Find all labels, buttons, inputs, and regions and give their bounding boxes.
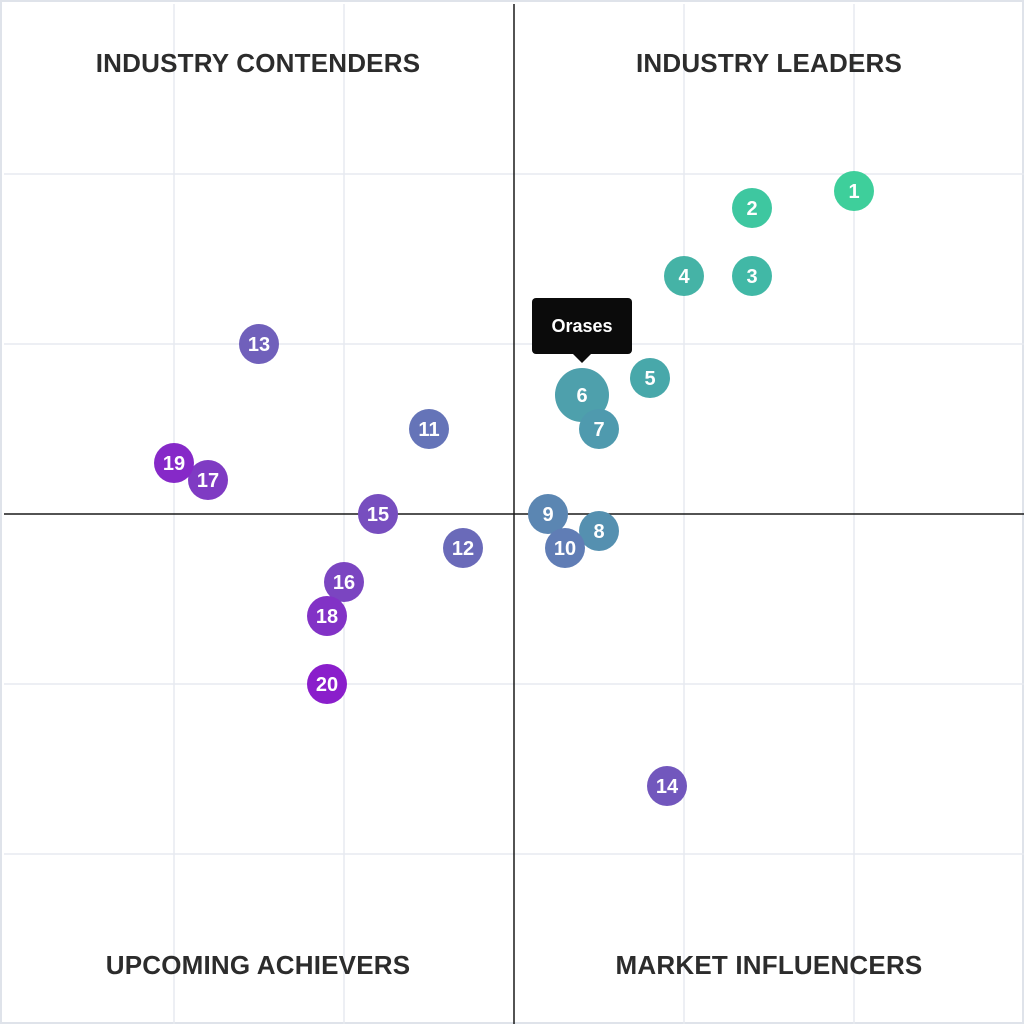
data-point-14[interactable]: 14 bbox=[647, 766, 687, 806]
data-point-marker[interactable] bbox=[834, 171, 874, 211]
data-point-marker[interactable] bbox=[239, 324, 279, 364]
data-point-marker[interactable] bbox=[528, 494, 568, 534]
tooltip: Orases bbox=[532, 298, 632, 363]
tooltip-arrow bbox=[573, 354, 591, 363]
data-point-label: 12 bbox=[452, 538, 474, 560]
quadrant-label-influencers: MARKET INFLUENCERS bbox=[616, 950, 923, 980]
data-point-label: 15 bbox=[367, 504, 389, 526]
data-point-15[interactable]: 15 bbox=[358, 494, 398, 534]
data-point-marker[interactable] bbox=[307, 596, 347, 636]
quadrant-label-leaders: INDUSTRY LEADERS bbox=[636, 48, 902, 78]
data-point-label: 19 bbox=[163, 453, 185, 475]
axes bbox=[4, 4, 1024, 1024]
data-point-label: 10 bbox=[554, 538, 576, 560]
data-point-6[interactable]: 6 bbox=[555, 368, 609, 422]
data-point-marker[interactable] bbox=[579, 511, 619, 551]
data-point-label: 4 bbox=[678, 266, 690, 288]
tooltip-text: Orases bbox=[551, 316, 612, 336]
data-point-marker[interactable] bbox=[188, 460, 228, 500]
data-point-3[interactable]: 3 bbox=[732, 256, 772, 296]
tooltip-box bbox=[532, 298, 632, 354]
data-point-label: 20 bbox=[316, 674, 338, 696]
data-point-2[interactable]: 2 bbox=[732, 188, 772, 228]
data-point-marker[interactable] bbox=[732, 188, 772, 228]
data-point-marker[interactable] bbox=[154, 443, 194, 483]
quadrant-label-achievers: UPCOMING ACHIEVERS bbox=[106, 950, 411, 980]
data-point-label: 16 bbox=[333, 572, 355, 594]
data-point-4[interactable]: 4 bbox=[664, 256, 704, 296]
data-point-11[interactable]: 11 bbox=[409, 409, 449, 449]
data-point-label: 3 bbox=[746, 266, 757, 288]
data-point-5[interactable]: 5 bbox=[630, 358, 670, 398]
data-point-label: 1 bbox=[848, 181, 859, 203]
quadrant-label-contenders: INDUSTRY CONTENDERS bbox=[96, 48, 421, 78]
data-point-marker[interactable] bbox=[545, 528, 585, 568]
data-point-12[interactable]: 12 bbox=[443, 528, 483, 568]
data-point-label: 2 bbox=[746, 198, 757, 220]
data-point-marker[interactable] bbox=[630, 358, 670, 398]
data-point-label: 7 bbox=[593, 419, 604, 441]
data-point-marker[interactable] bbox=[664, 256, 704, 296]
data-point-9[interactable]: 9 bbox=[528, 494, 568, 534]
data-point-19[interactable]: 19 bbox=[154, 443, 194, 483]
data-point-label: 18 bbox=[316, 606, 338, 628]
data-point-marker[interactable] bbox=[732, 256, 772, 296]
data-point-marker[interactable] bbox=[358, 494, 398, 534]
data-point-label: 8 bbox=[593, 521, 604, 543]
data-point-marker[interactable] bbox=[555, 368, 609, 422]
data-point-20[interactable]: 20 bbox=[307, 664, 347, 704]
data-point-10[interactable]: 10 bbox=[545, 528, 585, 568]
data-point-marker[interactable] bbox=[307, 664, 347, 704]
data-point-label: 13 bbox=[248, 334, 270, 356]
data-point-label: 11 bbox=[418, 419, 439, 441]
data-point-marker[interactable] bbox=[443, 528, 483, 568]
data-point-label: 14 bbox=[656, 776, 679, 798]
data-point-label: 6 bbox=[576, 385, 587, 407]
data-point-13[interactable]: 13 bbox=[239, 324, 279, 364]
data-point-label: 9 bbox=[542, 504, 553, 526]
data-point-8[interactable]: 8 bbox=[579, 511, 619, 551]
data-point-1[interactable]: 1 bbox=[834, 171, 874, 211]
data-point-marker[interactable] bbox=[324, 562, 364, 602]
data-point-18[interactable]: 18 bbox=[307, 596, 347, 636]
data-point-label: 17 bbox=[197, 470, 219, 492]
data-point-16[interactable]: 16 bbox=[324, 562, 364, 602]
data-point-7[interactable]: 7 bbox=[579, 409, 619, 449]
data-point-label: 5 bbox=[644, 368, 655, 390]
data-point-marker[interactable] bbox=[579, 409, 619, 449]
data-point-marker[interactable] bbox=[647, 766, 687, 806]
data-point-17[interactable]: 17 bbox=[188, 460, 228, 500]
data-point-marker[interactable] bbox=[409, 409, 449, 449]
